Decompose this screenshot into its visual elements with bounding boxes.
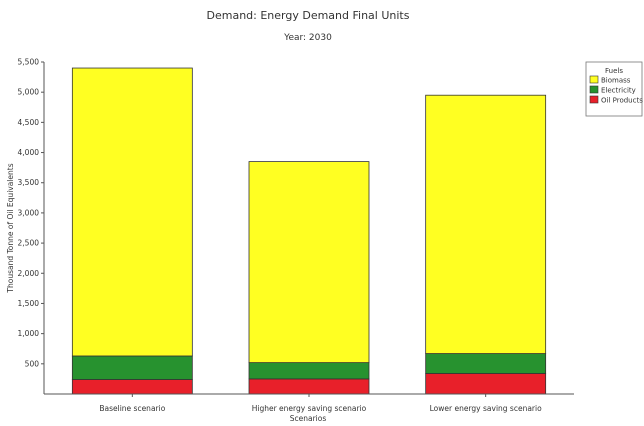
y-tick-label: 1,500 [18, 299, 40, 308]
bar-segment [248, 378, 370, 395]
bar-segment [425, 94, 547, 354]
legend-title: Fuels [605, 67, 623, 75]
x-category-label: Lower energy saving scenario [430, 404, 542, 413]
bar-segment [425, 353, 547, 374]
bar-segment [71, 379, 193, 395]
y-tick-label: 2,000 [18, 269, 40, 278]
legend-entry: Oil Products [601, 97, 643, 105]
bar-segment [248, 362, 370, 380]
legend-entry: Biomass [601, 77, 631, 85]
y-tick-label: 4,500 [18, 118, 40, 127]
y-ticks-group: 500 1,000 1,500 2,000 2,500 3,000 3,500 4,000 4,… [18, 58, 44, 368]
chart-subtitle: Year: 2030 [283, 33, 332, 43]
x-category-label: Baseline scenario [99, 404, 165, 413]
legend: Fuels Biomass Electricity Oil Products [585, 61, 643, 117]
bar-segment [248, 161, 370, 364]
y-tick-label: 5,500 [18, 58, 40, 67]
y-tick-label: 5,000 [18, 88, 40, 97]
legend-entry: Electricity [601, 87, 636, 95]
legend-swatch [589, 75, 599, 84]
y-tick-label: 3,000 [18, 208, 40, 217]
y-tick-label: 3,500 [18, 178, 40, 187]
y-axis-label: Thousand Tonne of Oil Equivalents [6, 163, 15, 293]
x-categories-group: Baseline scenario Higher energy saving sc… [99, 394, 542, 413]
y-tick-label: 4,000 [18, 148, 40, 157]
chart-title: Demand: Energy Demand Final Units [207, 9, 410, 22]
legend-swatch [589, 85, 599, 94]
y-tick-label: 2,500 [18, 239, 40, 248]
legend-swatch [589, 95, 599, 104]
x-axis-label: Scenarios [290, 414, 327, 423]
bar-segment [425, 373, 547, 395]
y-tick-label: 500 [25, 359, 40, 368]
bar-segment [71, 67, 193, 357]
legend-items: Biomass Electricity Oil Products [589, 75, 643, 105]
y-tick-label: 1,000 [18, 329, 40, 338]
bars-group [71, 67, 547, 395]
bar-segment [71, 355, 193, 380]
x-category-label: Higher energy saving scenario [252, 404, 367, 413]
